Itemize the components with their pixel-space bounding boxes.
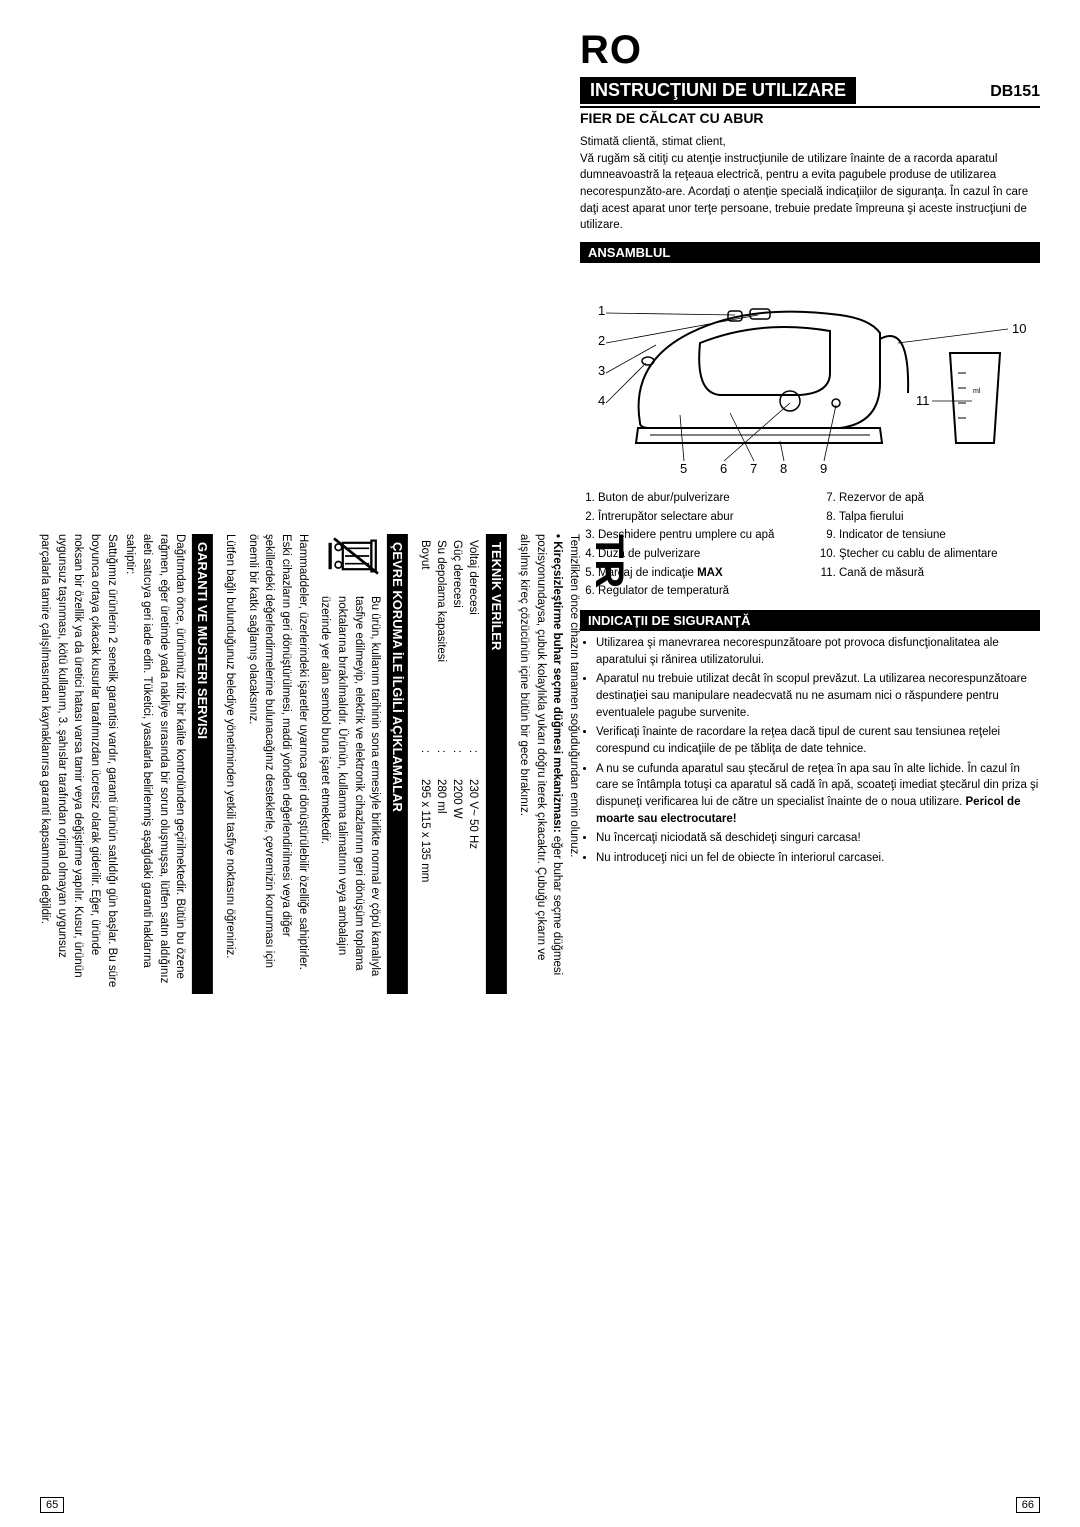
specs-table: Voltaj derecesi:230 V~ 50 Hz Güç dereces… xyxy=(416,534,482,994)
parts-list-right: Rezervor de apă Talpa fierului Indicator… xyxy=(821,490,1040,581)
model-number: DB151 xyxy=(990,83,1040,101)
svg-text:1: 1 xyxy=(598,303,605,318)
svg-text:2: 2 xyxy=(598,333,605,348)
garanti-p2: Sattığımız ürünlerin 2 senelik garantisi… xyxy=(36,534,119,994)
svg-text:4: 4 xyxy=(598,393,605,408)
iron-diagram: ml 1 2 3 4 5 6 7 8 9 10 11 xyxy=(580,273,1040,488)
svg-text:5: 5 xyxy=(680,461,687,476)
title-bar: INSTRUCŢIUNI DE UTILIZARE xyxy=(580,77,856,104)
svg-text:9: 9 xyxy=(820,461,827,476)
weee-bin-icon xyxy=(322,534,383,586)
cevre-para1: Bu ürün, kullanım tarihinin sona ermesiy… xyxy=(317,596,384,994)
rotated-content: TR Temizlikten önce cihazın tamamen soğu… xyxy=(0,29,631,1499)
intro-line0: Stimată clientă, stimat client, xyxy=(580,134,1040,151)
page-right: RO INSTRUCŢIUNI DE UTILIZARE DB151 FIER … xyxy=(540,0,1080,1527)
garanti-p1: Dağıtımdan önce, ürünümüz titiz bir kali… xyxy=(121,534,188,994)
svg-text:6: 6 xyxy=(720,461,727,476)
svg-text:8: 8 xyxy=(780,461,787,476)
parts-columns: Buton de abur/pulverizare Întrerupător s… xyxy=(580,490,1040,602)
svg-text:7: 7 xyxy=(750,461,757,476)
section-garanti: GARANTI VE MUSTERI SERVISI xyxy=(192,534,213,994)
svg-text:11: 11 xyxy=(916,393,930,408)
section-teknik: TEKNİK VERİLER xyxy=(486,534,507,994)
svg-text:10: 10 xyxy=(1012,321,1026,336)
svg-text:3: 3 xyxy=(598,363,605,378)
parts-list-left: Buton de abur/pulverizare Întrerupător s… xyxy=(580,490,799,600)
page-number-left: 65 xyxy=(40,1495,64,1513)
svg-text:ml: ml xyxy=(973,388,981,395)
cevre-para2: Hammaddeler, üzerlerindeki işaretler uya… xyxy=(244,534,311,994)
subtitle: FIER DE CĂLCAT CU ABUR xyxy=(580,110,1040,126)
section-ansamblu: ANSAMBLUL xyxy=(580,242,1040,263)
safety-list: Utilizarea şi manevrarea necorespunzătoa… xyxy=(580,635,1040,870)
page-left: TR Temizlikten önce cihazın tamamen soğu… xyxy=(0,0,540,1527)
country-code-ro: RO xyxy=(580,28,1040,73)
page-number-right: 66 xyxy=(1016,1495,1040,1513)
section-cevre: ÇEVRE KORUMA İLE İLGİLİ AÇIKLAMALAR xyxy=(387,534,408,994)
cevre-para3: Lütfen bağlı bulunduğunuz belediye yönet… xyxy=(221,534,238,994)
section-siguranta: INDICAŢII DE SIGURANŢĂ xyxy=(580,610,1040,631)
intro-line1: Vă rugăm să citiţi cu atenţie instrucţiu… xyxy=(580,151,1040,234)
